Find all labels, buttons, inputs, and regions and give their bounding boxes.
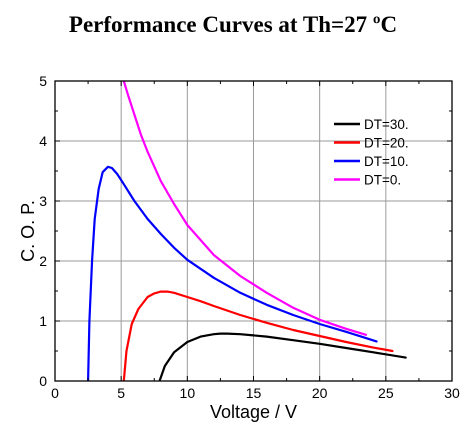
legend-label: DT=10. xyxy=(364,154,409,169)
series-line xyxy=(122,81,368,336)
series-line xyxy=(158,332,407,381)
x-tick-label: 0 xyxy=(51,385,59,401)
x-tick-label: 20 xyxy=(312,385,328,401)
legend-label: DT=0. xyxy=(364,173,401,188)
legend-label: DT=30. xyxy=(364,117,409,132)
x-tick-label: 25 xyxy=(378,385,394,401)
chart-title: Performance Curves at Th=27 ºC xyxy=(68,12,398,37)
y-tick-label: 4 xyxy=(39,133,47,149)
x-tick-label: 15 xyxy=(246,385,262,401)
y-tick-label: 2 xyxy=(39,253,47,269)
y-tick-label: 1 xyxy=(39,313,47,329)
x-tick-label: 5 xyxy=(117,385,125,401)
series-line xyxy=(86,165,378,381)
series-line xyxy=(122,290,394,381)
x-axis-label: Voltage / V xyxy=(210,402,297,422)
x-tick-label: 30 xyxy=(444,385,460,401)
legend-label: DT=20. xyxy=(364,136,409,151)
x-tick-label: 10 xyxy=(180,385,196,401)
y-tick-label: 5 xyxy=(39,73,47,89)
y-axis-label: C. O. P. xyxy=(18,200,38,262)
y-tick-label: 3 xyxy=(39,193,47,209)
y-tick-label: 0 xyxy=(39,373,47,389)
